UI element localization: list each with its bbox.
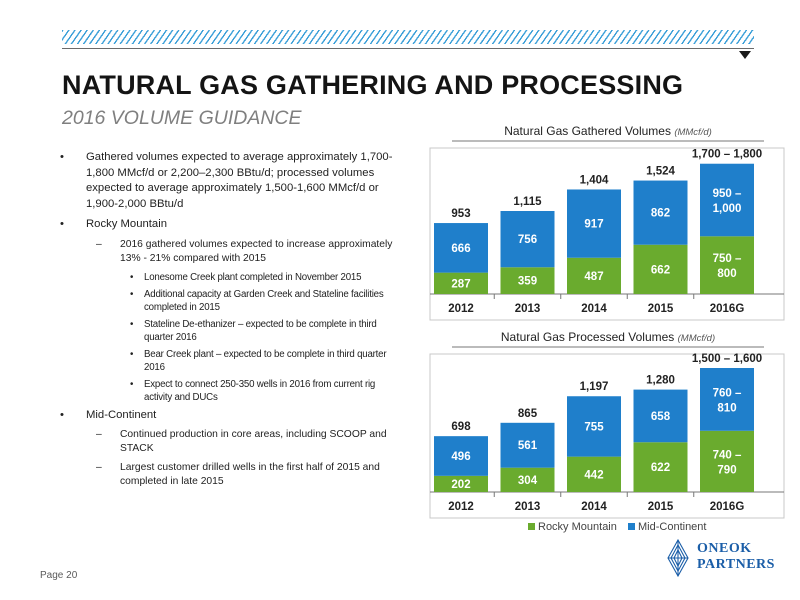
total-label: 1,404 [580,174,609,186]
rocky-item: Stateline De-ethanizer – expected to be … [58,318,398,344]
chart-title: Natural Gas Gathered Volumes (MMcf/d) [504,124,712,138]
rocky-item: Bear Creek plant – expected to be comple… [58,348,398,374]
data-label: 790 [717,464,736,476]
data-label: 202 [451,479,470,491]
x-tick-label: 2013 [515,501,541,513]
bar-mid-continent [567,396,621,457]
total-label: 1,524 [646,166,675,178]
total-label: 953 [451,208,470,220]
bar-mid-continent [633,389,688,443]
logo-text: PARTNERS [697,557,775,572]
data-label: 359 [518,276,537,288]
midcon-item: Continued production in core areas, incl… [58,428,398,456]
data-label: 756 [518,234,537,246]
legend-label: Rocky Mountain [538,521,617,533]
total-label: 1,115 [513,196,542,208]
data-label: 287 [451,278,470,290]
data-label: 442 [584,469,603,481]
bar-mid-continent [500,210,555,268]
data-label: 561 [518,440,538,452]
bullet-list: Gathered volumes expected to average app… [58,150,398,494]
data-label: 740 – [713,449,742,461]
total-label: 698 [451,421,471,433]
rocky-item: Expect to connect 250-350 wells in 2016 … [58,378,398,404]
x-tick-label: 2013 [515,303,541,315]
bar-rocky-mountain [434,475,488,492]
legend-swatch [628,523,635,530]
page-title: NATURAL GAS GATHERING AND PROCESSING [62,70,684,100]
processed-volumes-chart: Natural Gas Processed Volumes (MMcf/d) 20… [429,330,785,533]
x-tick-label: 2014 [581,501,607,513]
x-tick-label: 2016G [710,501,745,513]
data-label: 810 [717,402,736,414]
total-label: 865 [518,408,538,420]
bar-mid-continent [700,163,754,237]
total-label: 1,500 – 1,600 [692,353,762,365]
x-tick-label: 2015 [648,303,674,315]
header-rule [62,48,754,49]
bar-mid-continent [434,436,488,476]
oneok-partners-logo [667,538,689,578]
bar-mid-continent [700,368,754,431]
data-label: 917 [584,219,603,231]
bar-mid-continent [633,180,688,245]
total-label: 1,700 – 1,800 [692,149,762,161]
bar-rocky-mountain [700,236,754,294]
page-number: Page 20 [40,570,78,581]
x-tick-label: 2015 [648,501,674,513]
sub-bullet-rocky: 2016 gathered volumes expected to increa… [58,238,398,266]
bar-rocky-mountain [567,257,621,294]
bar-rocky-mountain [567,456,621,492]
chart-title: Natural Gas Processed Volumes (MMcf/d) [501,330,715,344]
legend-swatch [528,523,535,530]
rocky-item: Additional capacity at Garden Creek and … [58,288,398,314]
bullet-mid-continent: Mid-Continent [58,408,398,424]
bar-mid-continent [434,223,488,273]
data-label: 760 – [713,387,742,399]
bar-rocky-mountain [633,442,688,492]
bar-rocky-mountain [500,467,555,492]
data-label: 658 [651,411,671,423]
x-tick-label: 2014 [581,303,607,315]
data-label: 304 [518,475,538,487]
bar-mid-continent [500,422,555,468]
data-label: 862 [651,208,670,220]
data-label: 950 – [713,188,742,200]
page-subtitle: 2016 VOLUME GUIDANCE [62,107,302,129]
gathered-volumes-chart: Natural Gas Gathered Volumes (MMcf/d) 287… [429,124,785,321]
x-tick-label: 2012 [448,303,474,315]
x-tick-label: 2012 [448,501,474,513]
bullet-gathered: Gathered volumes expected to average app… [58,150,398,212]
bar-rocky-mountain [700,430,754,492]
caret-down-icon [739,51,751,59]
data-label: 487 [584,271,603,283]
legend-label: Mid-Continent [638,521,706,533]
bar-rocky-mountain [633,244,688,294]
bullet-rocky-mountain: Rocky Mountain [58,217,398,233]
bar-rocky-mountain [500,267,555,294]
data-label: 622 [651,462,670,474]
data-label: 496 [451,451,470,463]
data-label: 1,000 [713,203,742,215]
total-label: 1,280 [646,375,675,387]
data-label: 662 [651,264,670,276]
chart-frame [429,353,785,519]
rocky-item: Lonesome Creek plant completed in Novemb… [58,271,398,284]
x-tick-label: 2016G [710,303,745,315]
header-hatch-band [62,30,754,44]
bar-rocky-mountain [434,272,488,294]
chart-frame [429,147,785,321]
bar-mid-continent [567,189,621,258]
data-label: 800 [717,268,736,280]
total-label: 1,197 [580,381,609,393]
logo-text: ONEOK [697,541,752,556]
data-label: 666 [451,243,470,255]
data-label: 755 [584,421,604,433]
data-label: 750 – [713,253,742,265]
midcon-item: Largest customer drilled wells in the fi… [58,461,398,489]
